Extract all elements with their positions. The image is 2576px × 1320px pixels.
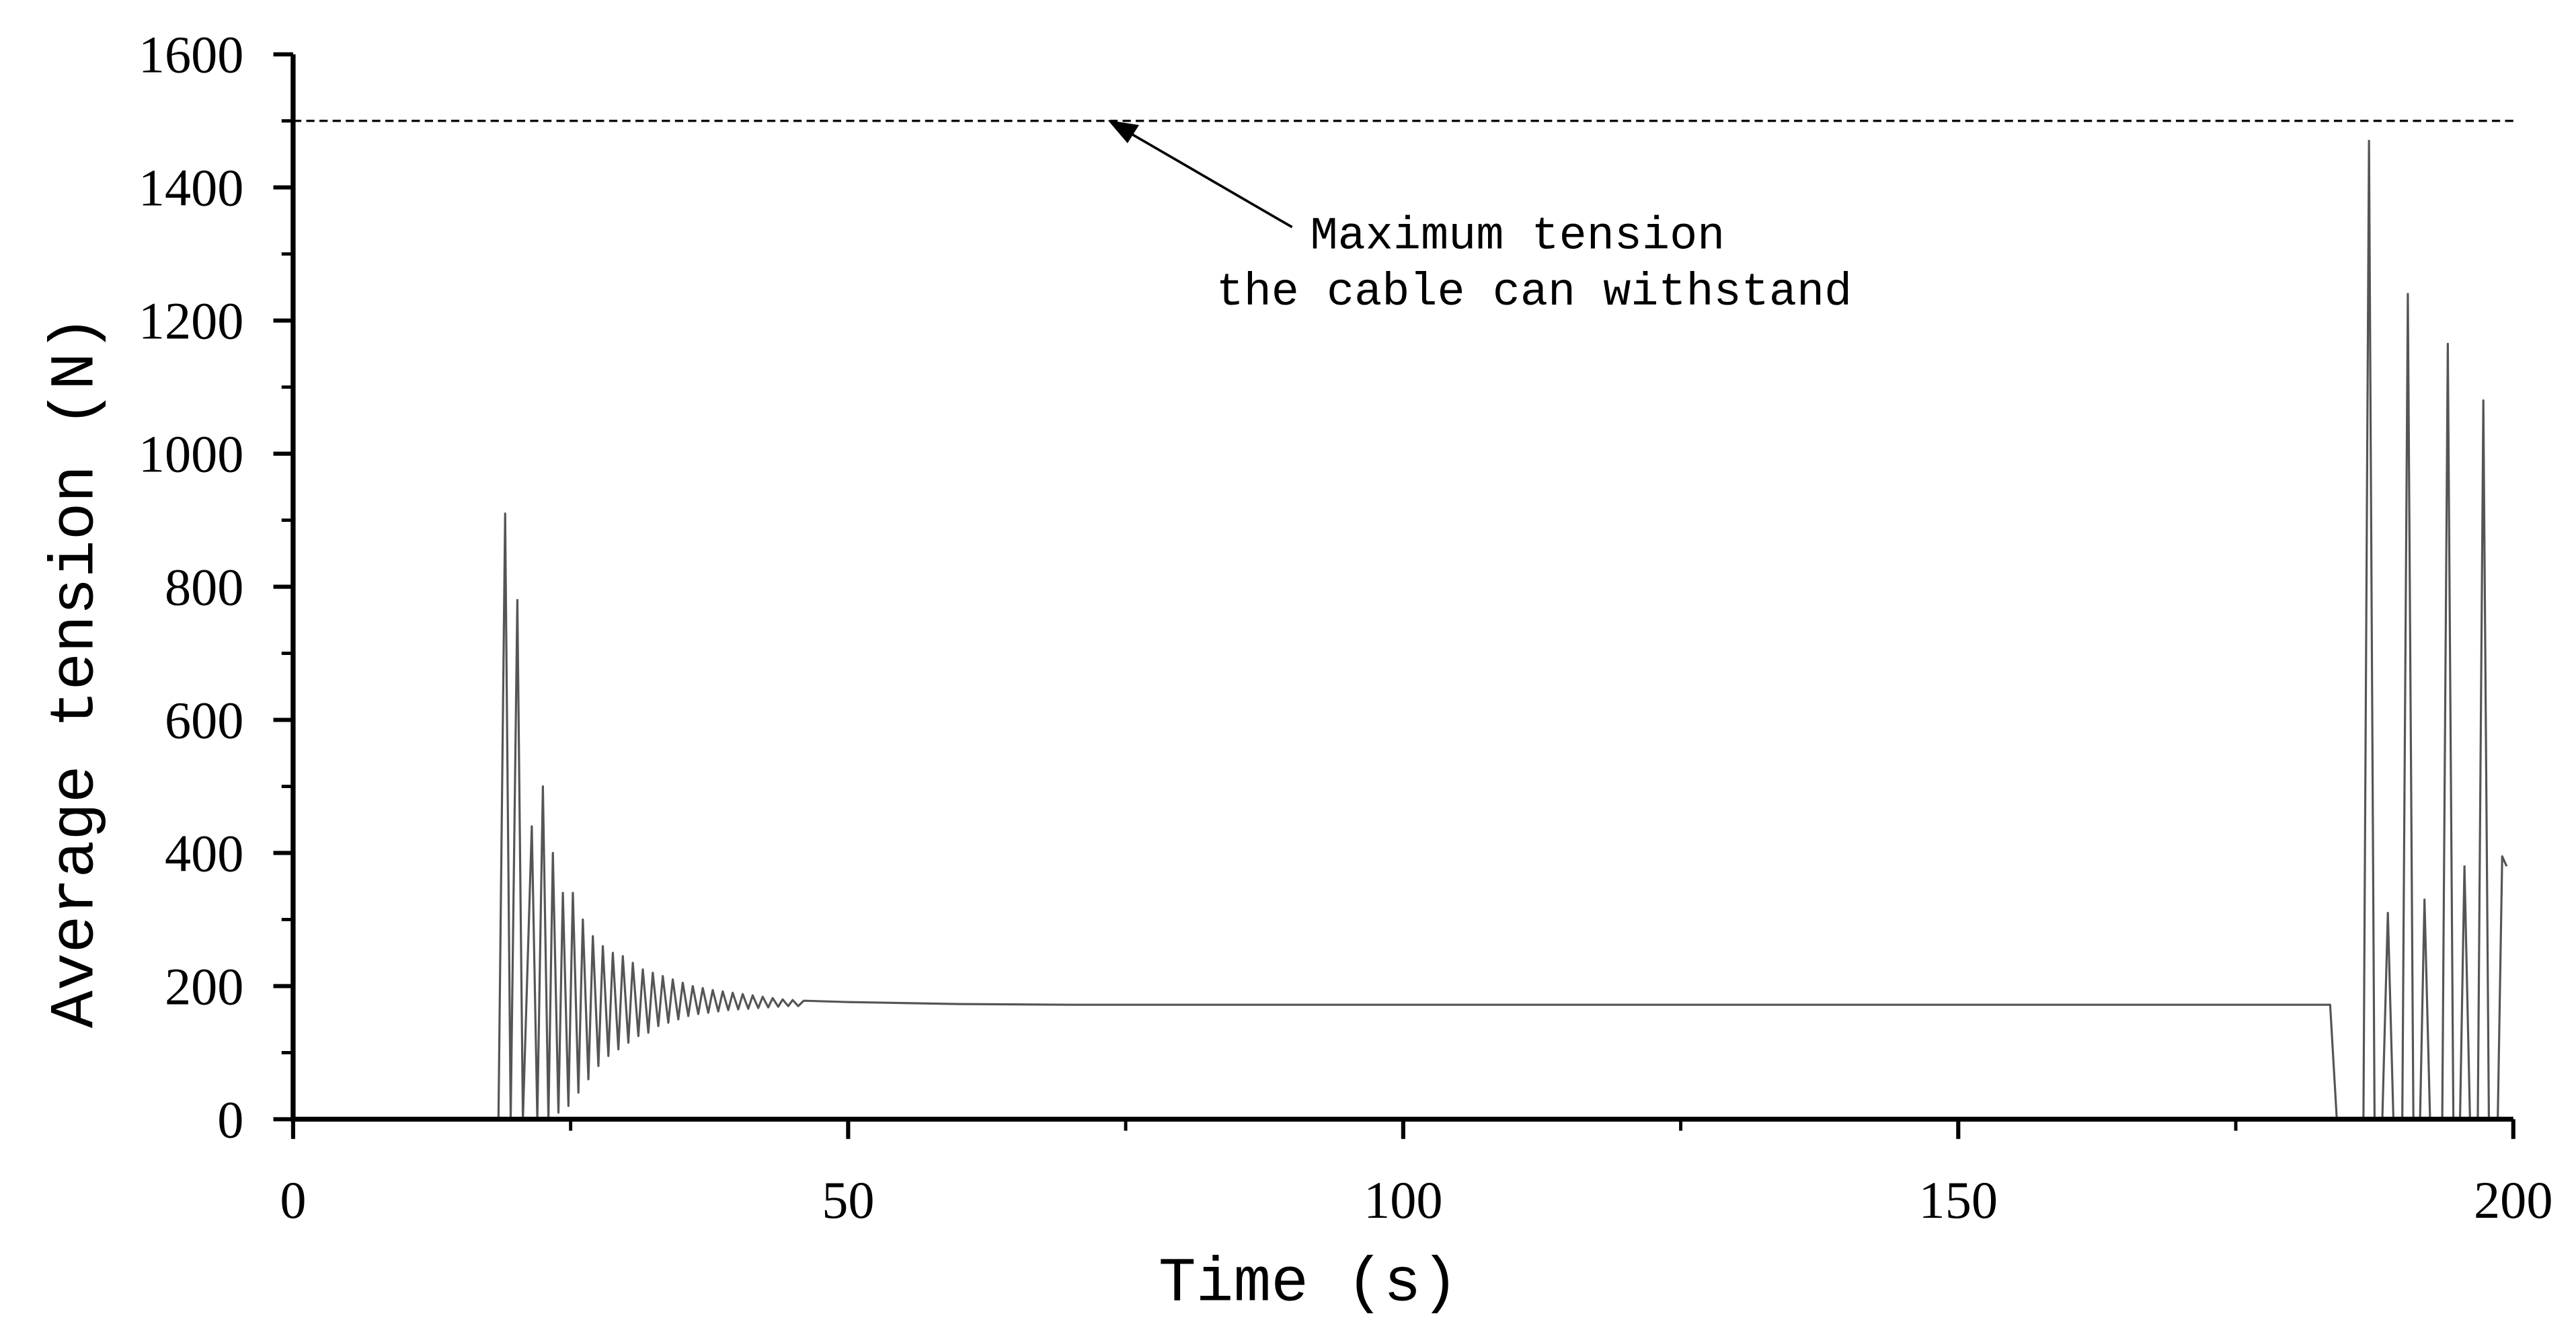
y-tick-label: 1600 [139, 26, 244, 84]
x-tick-label: 0 [280, 1171, 306, 1229]
y-tick-label: 1400 [139, 159, 244, 217]
y-tick-label: 1000 [139, 425, 244, 483]
y-axis-title: Average tension (N) [40, 315, 111, 1027]
y-tick-label: 200 [165, 957, 243, 1015]
annotation-line: the cable can withstand [1216, 266, 1852, 319]
annotation-line: Maximum tension [1311, 210, 1725, 263]
annotation-arrow [1126, 130, 1293, 229]
arrow-head [1107, 120, 1139, 143]
y-tick-label: 600 [165, 691, 243, 749]
y-tick-label: 800 [165, 558, 243, 617]
x-tick-label: 100 [1364, 1171, 1442, 1229]
x-tick-label: 150 [1919, 1171, 1998, 1229]
x-tick-label: 50 [822, 1171, 874, 1229]
y-tick-label: 0 [217, 1090, 243, 1149]
x-axis-title: Time (s) [1159, 1249, 1458, 1319]
y-tick-label: 400 [165, 824, 243, 882]
x-tick-label: 200 [2474, 1171, 2552, 1229]
y-tick-label: 1200 [139, 292, 244, 350]
